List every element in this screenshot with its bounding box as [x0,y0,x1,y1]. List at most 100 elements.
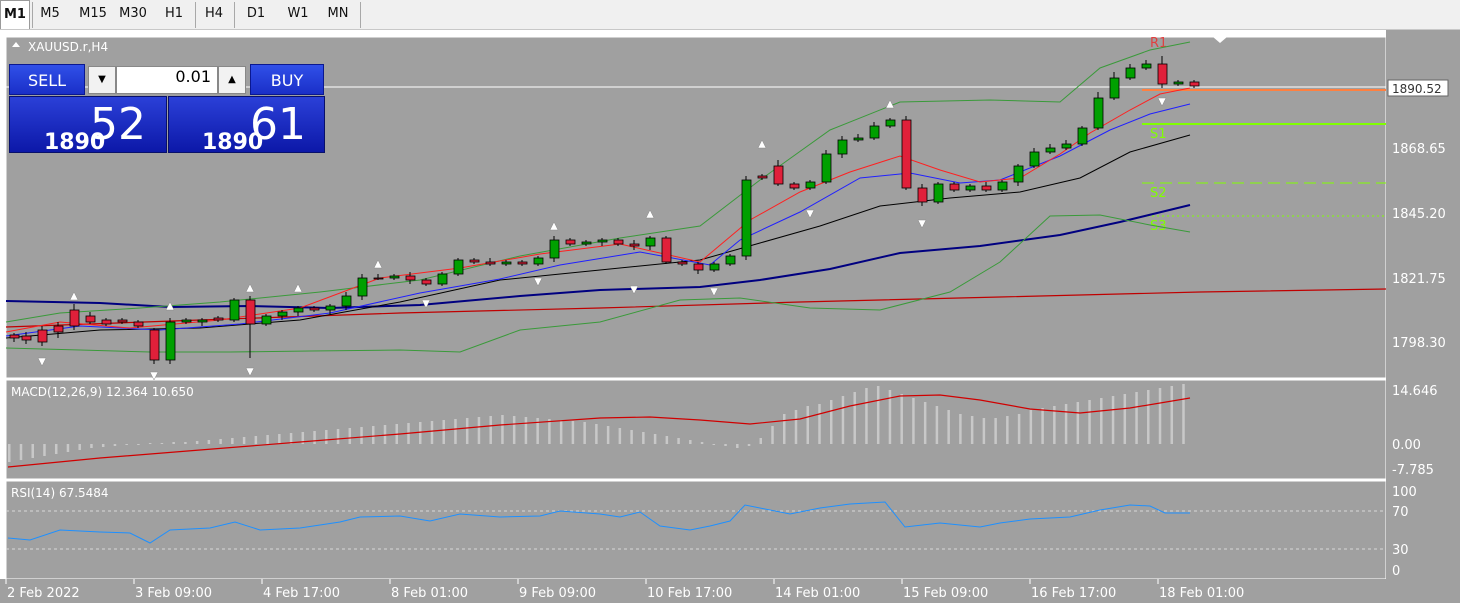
candle-body [1173,81,1184,85]
fractal-up-marker [165,301,175,311]
tf-w1[interactable]: W1 [287,6,309,21]
separator [360,2,361,28]
candle-body [789,183,800,189]
lot-increase-button[interactable]: ▲ [218,66,246,94]
candle-body [421,279,432,285]
candle-body [245,299,256,325]
bid-price-box[interactable]: 1890 52 [9,96,167,154]
macd-bar [383,425,387,444]
macd-bar [242,437,246,444]
candle-body [997,181,1008,191]
tf-d1[interactable]: D1 [246,6,266,21]
shift-marker-icon [1213,37,1227,43]
candle-body [981,185,992,191]
tf-mn[interactable]: MN [327,6,349,21]
tf-h4[interactable]: H4 [204,6,224,21]
macd-bar [43,444,46,456]
macd-bar [477,417,481,444]
macd-bar [618,428,622,444]
macd-bar [1158,388,1162,444]
tf-m15[interactable]: M15 [79,6,107,21]
fractal-up-marker [549,221,559,231]
candle-body [9,334,20,339]
macd-bar [677,438,680,444]
candle-body [485,261,496,265]
sell-button[interactable]: SELL [9,64,85,95]
fractal-up-marker [373,259,383,269]
candle-body [629,243,640,247]
macd-bar [759,438,763,444]
buy-button[interactable]: BUY [250,64,324,95]
tf-h1[interactable]: H1 [164,6,184,21]
lot-decrease-button[interactable]: ▼ [88,66,116,94]
macd-bar [360,427,363,444]
collapse-icon[interactable] [12,42,20,47]
macd-bar [689,440,692,444]
rsi-tick: 100 [1392,485,1417,500]
macd-bar [700,442,704,444]
price-axis-area [1386,30,1460,603]
candle-body [1061,143,1072,149]
macd-bar [160,443,164,444]
macd-bar [1029,410,1033,444]
candle-body [933,183,944,203]
macd-label: MACD(12,26,9) 12.364 10.650 [11,385,194,399]
macd-bar [442,420,445,444]
candle-body [837,139,848,155]
macd-bar [841,396,845,444]
tf-m1[interactable]: M1 [0,0,30,29]
candle-body [965,185,976,191]
candle-body [1157,63,1168,85]
macd-bar [137,444,140,445]
candle-body [501,261,512,265]
candle-body [181,319,192,323]
macd-bar [724,444,727,446]
candle-body [677,261,688,265]
macd-bar [512,416,516,444]
macd-bar [947,410,950,444]
candle-body [805,181,816,189]
macd-bar [935,406,939,444]
macd-bar [1041,408,1044,444]
macd-bar [348,428,352,444]
price-tick: 1845.20 [1392,207,1446,222]
macd-bar [959,414,962,444]
rsi-tick: 0 [1392,564,1400,579]
fractal-up-marker [645,209,655,219]
macd-bar [994,418,997,444]
timeframe-toolbar: M1 M5 M15 M30 H1 H4 D1 W1 MN [0,0,1460,30]
macd-bar [489,416,492,444]
macd-bar [736,444,739,448]
date-tick-label: 16 Feb 17:00 [1031,586,1116,601]
candle-body [757,175,768,179]
lot-size-input[interactable]: 0.01 [116,66,218,94]
price-chart[interactable]: XAUUSD.r,H4 1890.52 R1 S1 S2 S3 1868.65 … [0,30,1460,603]
macd-bar [19,444,23,460]
tf-m30[interactable]: M30 [119,6,147,21]
macd-tick: 14.646 [1392,384,1438,399]
macd-bar [806,406,809,444]
macd-bar [289,433,293,444]
macd-histogram [8,384,1185,462]
fractal-down-marker [37,357,47,367]
candle-body [901,119,912,189]
current-price-tag [1387,79,1449,97]
rsi-tick: 70 [1392,505,1409,520]
macd-bar [1053,406,1056,444]
macd-bar [865,388,868,444]
candle-body [693,263,704,271]
fractal-up-marker [245,283,255,293]
candle-body [709,263,720,271]
rsi-label: RSI(14) 67.5484 [11,486,109,500]
bollinger-lower [5,214,1191,353]
macd-bar [665,436,669,444]
macd-bar [66,444,70,452]
macd-bar [266,435,269,444]
ask-price-box[interactable]: 1890 61 [168,96,325,154]
macd-bar [642,432,645,444]
candle-body [581,241,592,245]
tf-m5[interactable]: M5 [40,6,60,21]
macd-pane [5,379,1387,480]
rsi-tick: 30 [1392,543,1409,558]
candle-body [117,319,128,323]
